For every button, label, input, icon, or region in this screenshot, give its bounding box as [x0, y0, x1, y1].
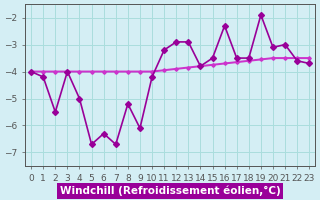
X-axis label: Windchill (Refroidissement éolien,°C): Windchill (Refroidissement éolien,°C) — [60, 185, 281, 196]
